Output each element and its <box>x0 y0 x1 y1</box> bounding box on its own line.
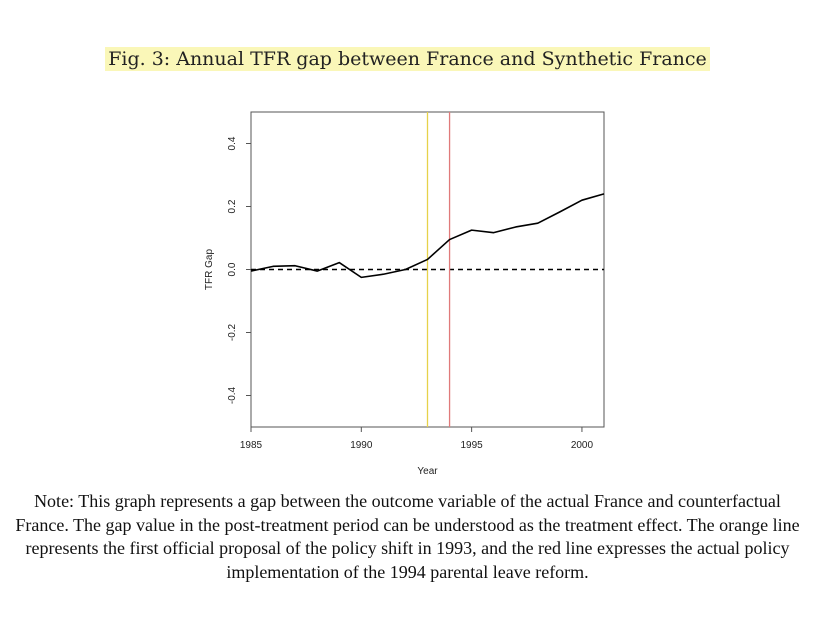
x-tick-label: 1990 <box>350 440 373 451</box>
tfr-gap-chart: -0.4 -0.2 0.0 0.2 0.4 1985 1990 1995 2000 TFR Ga… <box>204 111 605 477</box>
y-tick-label: -0.4 <box>227 386 238 404</box>
x-tick-label: 1995 <box>461 440 484 451</box>
figure-caption: Fig. 3: Annual TFR gap between France an… <box>105 47 710 71</box>
x-tick-label: 1985 <box>240 440 263 451</box>
y-axis-title: TFR Gap <box>204 249 215 291</box>
y-tick-label: 0.2 <box>227 199 238 213</box>
figure-caption-wrap: Fig. 3: Annual TFR gap between France an… <box>0 47 815 71</box>
y-tick-label: -0.2 <box>227 323 238 341</box>
plot-area: -0.4 -0.2 0.0 0.2 0.4 1985 1990 1995 2000 <box>227 111 605 451</box>
figure-note: Note: This graph represents a gap betwee… <box>15 491 800 582</box>
x-axis-title: Year <box>417 466 438 477</box>
y-tick-label: 0.0 <box>227 262 238 276</box>
x-tick-label: 2000 <box>571 440 594 451</box>
y-tick-label: 0.4 <box>227 136 238 150</box>
